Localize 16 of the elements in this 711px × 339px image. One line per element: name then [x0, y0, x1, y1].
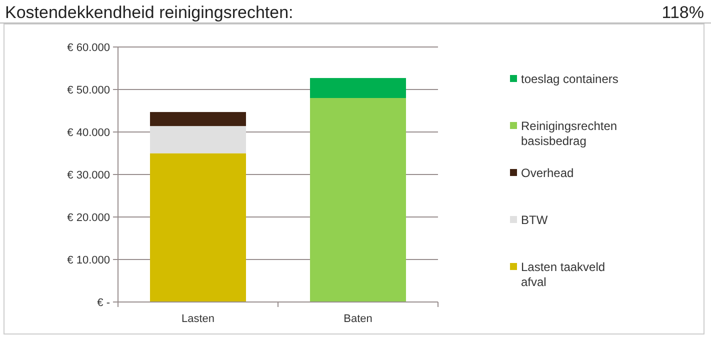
y-tick-label: € 40.000 — [67, 127, 110, 139]
y-tick-label: € 10.000 — [67, 254, 110, 266]
chart-title: Kostendekkendheid reinigingsrechten: — [5, 3, 294, 22]
y-tick-label: € 30.000 — [67, 170, 110, 182]
legend-label: toeslag containers — [521, 72, 618, 86]
y-tick-label: € 60.000 — [67, 42, 110, 54]
x-tick-label: Baten — [344, 313, 372, 325]
legend-label: Overhead — [521, 166, 574, 180]
text: 118% — [662, 3, 704, 22]
y-tick-label: € 50.000 — [67, 84, 110, 96]
y-tick-label: € - — [97, 297, 110, 309]
y-tick-label: € 20.000 — [67, 212, 110, 224]
legend-label: BTW — [521, 213, 548, 227]
legend-label: Reinigingsrechten basisbedrag — [521, 119, 618, 148]
x-tick-label: Lasten — [181, 313, 215, 325]
legend-label: Lasten taakveld afval — [521, 260, 606, 289]
